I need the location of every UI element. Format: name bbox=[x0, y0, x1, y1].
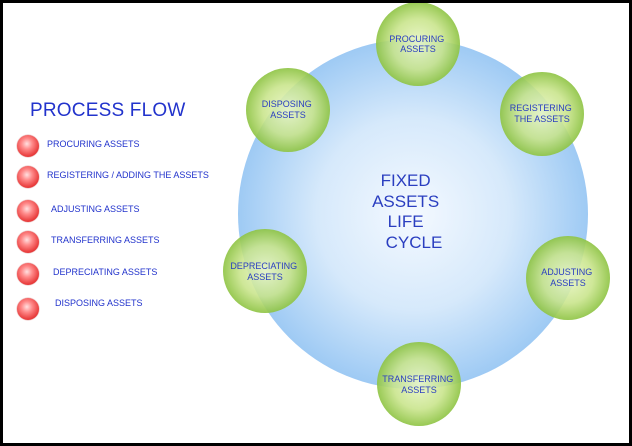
diagram-canvas: FIXED ASSETS LIFE CYCLE PROCURING ASSETS… bbox=[3, 3, 629, 443]
bullet-icon bbox=[17, 298, 39, 320]
node-depreciating-label: DEPRECIATING ASSETS bbox=[230, 261, 299, 282]
bullet-icon bbox=[17, 200, 39, 222]
node-transferring-line-2: ASSETS bbox=[401, 385, 437, 395]
node-registering-line-2: THE ASSETS bbox=[514, 114, 570, 124]
node-procuring-label: PROCURING ASSETS bbox=[389, 34, 447, 54]
center-line-2: ASSETS bbox=[372, 192, 439, 211]
node-transferring: TRANSFERRING ASSETS bbox=[377, 342, 461, 426]
center-line-1: FIXED bbox=[381, 171, 431, 190]
node-procuring-line-1: PROCURING bbox=[389, 34, 444, 44]
center-line-3: LIFE bbox=[388, 212, 424, 231]
node-transferring-line-1: TRANSFERRING bbox=[382, 374, 453, 384]
node-disposing-label: DISPOSING ASSETS bbox=[262, 99, 315, 120]
node-depreciating-line-1: DEPRECIATING bbox=[230, 261, 297, 271]
lifecycle-diagram: FIXED ASSETS LIFE CYCLE PROCURING ASSETS… bbox=[223, 3, 610, 426]
node-procuring-line-2: ASSETS bbox=[400, 44, 436, 54]
node-registering-line-1: REGISTERING bbox=[510, 103, 572, 113]
node-registering-label: REGISTERING THE ASSETS bbox=[510, 103, 575, 124]
legend-label: TRANSFERRING ASSETS bbox=[51, 235, 160, 245]
bullet-icon bbox=[17, 166, 39, 188]
node-adjusting: ADJUSTING ASSETS bbox=[526, 236, 610, 320]
node-disposing-line-2: ASSETS bbox=[270, 110, 306, 120]
node-adjusting-line-1: ADJUSTING bbox=[541, 267, 592, 277]
bullet-icon bbox=[17, 263, 39, 285]
bullet-icon bbox=[17, 231, 39, 253]
legend-label: DEPRECIATING ASSETS bbox=[53, 267, 158, 277]
node-adjusting-circle bbox=[526, 236, 610, 320]
legend-label: REGISTERING / ADDING THE ASSETS bbox=[47, 170, 209, 180]
legend-label: DISPOSING ASSETS bbox=[55, 298, 143, 308]
node-adjusting-line-2: ASSETS bbox=[550, 278, 586, 288]
node-transferring-circle bbox=[377, 342, 461, 426]
legend-label: PROCURING ASSETS bbox=[47, 139, 140, 149]
node-disposing-line-1: DISPOSING bbox=[262, 99, 312, 109]
node-depreciating-line-2: ASSETS bbox=[247, 272, 283, 282]
node-disposing-circle bbox=[246, 68, 330, 152]
center-line-4: CYCLE bbox=[386, 233, 443, 252]
bullet-icon bbox=[17, 135, 39, 157]
node-procuring-circle bbox=[376, 3, 460, 86]
process-flow-title: PROCESS FLOW bbox=[30, 100, 186, 121]
node-disposing: DISPOSING ASSETS bbox=[246, 68, 330, 152]
node-transferring-label: TRANSFERRING ASSETS bbox=[382, 374, 456, 395]
node-adjusting-label: ADJUSTING ASSETS bbox=[541, 267, 595, 288]
node-procuring: PROCURING ASSETS bbox=[376, 3, 460, 86]
node-depreciating-circle bbox=[223, 229, 307, 313]
node-registering-circle bbox=[500, 72, 584, 156]
center-title: FIXED ASSETS LIFE CYCLE bbox=[372, 171, 444, 252]
node-depreciating: DEPRECIATING ASSETS bbox=[223, 229, 307, 313]
node-registering: REGISTERING THE ASSETS bbox=[500, 72, 584, 156]
legend-label: ADJUSTING ASSETS bbox=[51, 204, 140, 214]
